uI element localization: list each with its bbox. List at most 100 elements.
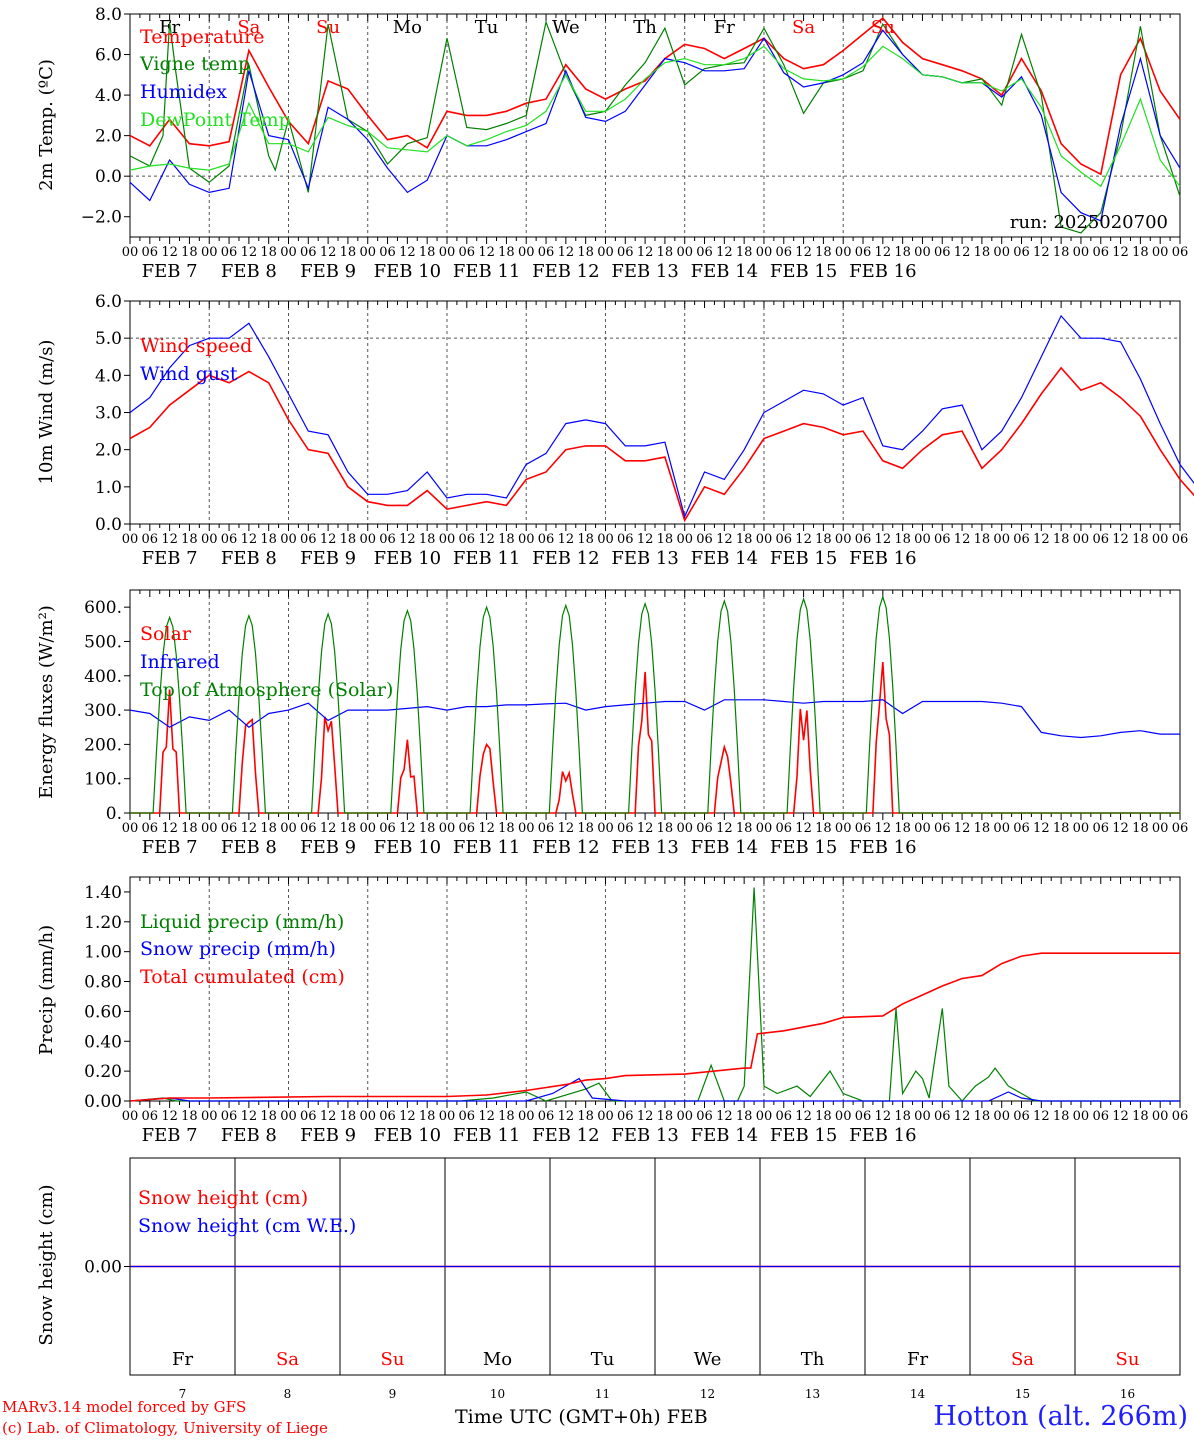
weekday-label: Sa [237, 17, 260, 38]
hour-label: 12 [637, 1109, 654, 1124]
hour-label: 06 [934, 1109, 951, 1124]
hour-label: 06 [1013, 245, 1030, 260]
y-tick-label: 0.00 [84, 1258, 122, 1278]
date-label: FEB 16 [849, 548, 916, 569]
hour-label: 06 [221, 821, 238, 836]
hour-label: 00 [756, 1109, 773, 1124]
hour-label: 00 [359, 245, 376, 260]
hour-label: 12 [716, 1109, 733, 1124]
weekday-label: Su [381, 1349, 405, 1370]
hour-label: 00 [597, 821, 614, 836]
legend-entry: DewPoint Temp [140, 109, 291, 131]
hour-label: 00 [597, 245, 614, 260]
hour-label: 06 [1172, 245, 1189, 260]
weekday-label: Tu [591, 1349, 615, 1370]
date-label: FEB 7 [142, 1125, 198, 1146]
hour-label: 12 [795, 1109, 812, 1124]
hour-label: 06 [142, 821, 159, 836]
weekday-label: Fr [172, 1349, 193, 1370]
hour-label: 00 [280, 532, 297, 547]
hour-label: 12 [161, 532, 178, 547]
hour-label: 00 [914, 245, 931, 260]
hour-label: 18 [974, 245, 991, 260]
panel-frame [129, 300, 1181, 525]
hour-label: 00 [676, 532, 693, 547]
hour-label: 06 [300, 1109, 317, 1124]
date-label: FEB 16 [849, 1125, 916, 1146]
y-tick-label: 100. [84, 770, 122, 790]
hour-label: 12 [558, 821, 575, 836]
hour-label: 06 [538, 821, 555, 836]
hour-label: 18 [577, 1109, 594, 1124]
hour-label: 12 [320, 245, 337, 260]
day-number: 9 [389, 1387, 397, 1401]
hour-label: 18 [577, 821, 594, 836]
hour-label: 12 [478, 532, 495, 547]
hour-label: 18 [894, 532, 911, 547]
day-number: 7 [179, 1387, 187, 1401]
y-tick-label: 300. [84, 701, 122, 721]
hour-label: 12 [1033, 1109, 1050, 1124]
legend-entry: Humidex [140, 81, 227, 103]
hour-label: 06 [142, 532, 159, 547]
legend-entry: Wind speed [140, 335, 252, 357]
hour-label: 06 [1172, 1109, 1189, 1124]
date-label: FEB 10 [374, 261, 441, 282]
y-tick-label: 1.0 [95, 478, 122, 498]
y-tick-label: 1.00 [84, 943, 122, 963]
date-label: FEB 8 [221, 837, 277, 858]
hour-label: 18 [181, 245, 198, 260]
panel-frame [129, 589, 1181, 814]
day-number: 8 [284, 1387, 292, 1401]
date-label: FEB 16 [849, 837, 916, 858]
weekday-label: Su [1116, 1349, 1140, 1370]
hour-label: 06 [617, 245, 634, 260]
date-label: FEB 11 [453, 261, 520, 282]
hour-label: 06 [855, 1109, 872, 1124]
date-label: FEB 15 [770, 837, 837, 858]
hour-label: 18 [974, 821, 991, 836]
hour-label: 00 [1152, 245, 1169, 260]
hour-label: 12 [954, 245, 971, 260]
hour-label: 18 [260, 245, 277, 260]
hour-label: 12 [795, 532, 812, 547]
y-tick-label: 5.0 [95, 329, 122, 349]
legend-entry: Solar [140, 623, 192, 645]
hour-label: 18 [815, 532, 832, 547]
hour-label: 18 [340, 1109, 357, 1124]
hour-label: 18 [894, 821, 911, 836]
hour-label: 12 [875, 821, 892, 836]
y-tick-label: 500. [84, 632, 122, 652]
hour-label: 12 [161, 821, 178, 836]
station-name: Hotton (alt. 266m) [933, 1401, 1188, 1432]
date-label: FEB 7 [142, 837, 198, 858]
series-line [129, 952, 1180, 1102]
hour-label: 18 [419, 821, 436, 836]
hour-label: 06 [855, 245, 872, 260]
hour-label: 12 [161, 1109, 178, 1124]
hour-label: 12 [795, 245, 812, 260]
hour-label: 00 [676, 245, 693, 260]
hour-label: 18 [498, 1109, 515, 1124]
hour-label: 18 [815, 1109, 832, 1124]
weekday-label: Fr [714, 17, 735, 38]
hour-label: 00 [1073, 245, 1090, 260]
y-tick-label: 0.0 [95, 167, 122, 187]
legend-entry: Vigne temp [139, 53, 250, 75]
hour-label: 12 [954, 532, 971, 547]
hour-label: 06 [221, 532, 238, 547]
date-label: FEB 12 [532, 1125, 599, 1146]
y-tick-label: 0. [106, 804, 122, 824]
hour-label: 12 [1112, 1109, 1129, 1124]
date-label: FEB 15 [770, 261, 837, 282]
hour-label: 06 [696, 821, 713, 836]
y-tick-label: 2.0 [95, 127, 122, 147]
hour-label: 06 [776, 532, 793, 547]
hour-label: 18 [577, 532, 594, 547]
hour-label: 00 [518, 532, 535, 547]
hour-label: 06 [459, 245, 476, 260]
credit-model: MARv3.14 model forced by GFS [2, 1398, 247, 1416]
y-tick-label: 2.0 [95, 441, 122, 461]
hour-label: 06 [1092, 821, 1109, 836]
hour-label: 18 [498, 245, 515, 260]
